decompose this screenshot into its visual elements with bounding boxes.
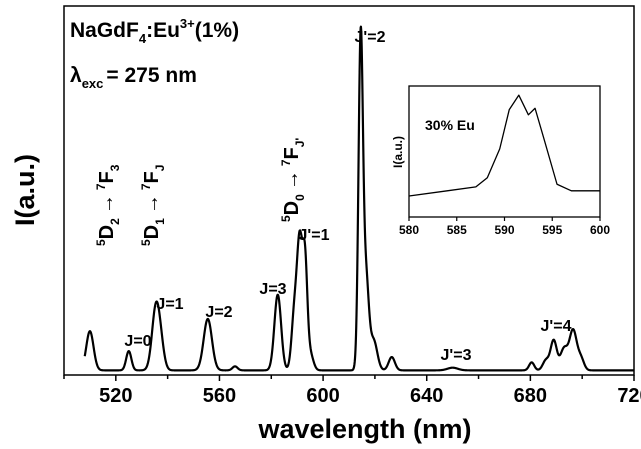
peak-label-jp4: J'=4 (541, 318, 572, 335)
inset-label: 30% Eu (425, 117, 475, 133)
transition-5d1-7fj: 5D1→7FJ (139, 165, 167, 246)
main-plot-frame (63, 5, 635, 376)
excitation-label: λexc = 275 nm (70, 64, 197, 91)
peak-label-jp1: J'=1 (299, 227, 330, 244)
inset-spectrum-line (408, 94, 600, 197)
peak-label-j0: J=0 (124, 333, 151, 350)
transition-5d2-7f3: 5D2→7F3 (94, 164, 122, 246)
main-x-tick-label: 520 (99, 385, 132, 407)
main-x-ticks: 520 560 600 640 680 720 (63, 375, 641, 407)
inset-x-ticks: 580 585 590 595 600 (399, 217, 610, 237)
inset-plot-frame (408, 85, 601, 218)
main-x-tick-label: 720 (617, 385, 641, 407)
main-x-tick-label: 600 (306, 385, 339, 407)
transition-5d0-7fjp: 5D0→7FJ' (279, 138, 307, 222)
peak-label-j3: J=3 (259, 281, 286, 298)
main-spectrum-line (83, 25, 635, 372)
peak-label-jp2: J'=2 (355, 29, 386, 46)
peak-label-jp3: J'=3 (441, 347, 472, 364)
y-axis-title: I(a.u.) (10, 154, 40, 226)
inset-x-tick-label: 580 (399, 223, 419, 237)
main-x-tick-label: 560 (203, 385, 236, 407)
inset-x-tick-label: 590 (494, 223, 514, 237)
inset-x-tick-label: 585 (447, 223, 467, 237)
x-axis-title: wavelength (nm) (257, 414, 471, 444)
inset-y-axis-title: I(a.u.) (391, 136, 405, 168)
peak-label-j2: J=2 (205, 304, 232, 321)
peak-label-j1: J=1 (156, 296, 183, 313)
compound-label: NaGdF4:Eu3+(1%) (70, 16, 239, 46)
inset-x-tick-label: 600 (590, 223, 610, 237)
main-x-tick-label: 640 (410, 385, 443, 407)
main-x-tick-label: 680 (514, 385, 547, 407)
inset-x-tick-label: 595 (542, 223, 562, 237)
